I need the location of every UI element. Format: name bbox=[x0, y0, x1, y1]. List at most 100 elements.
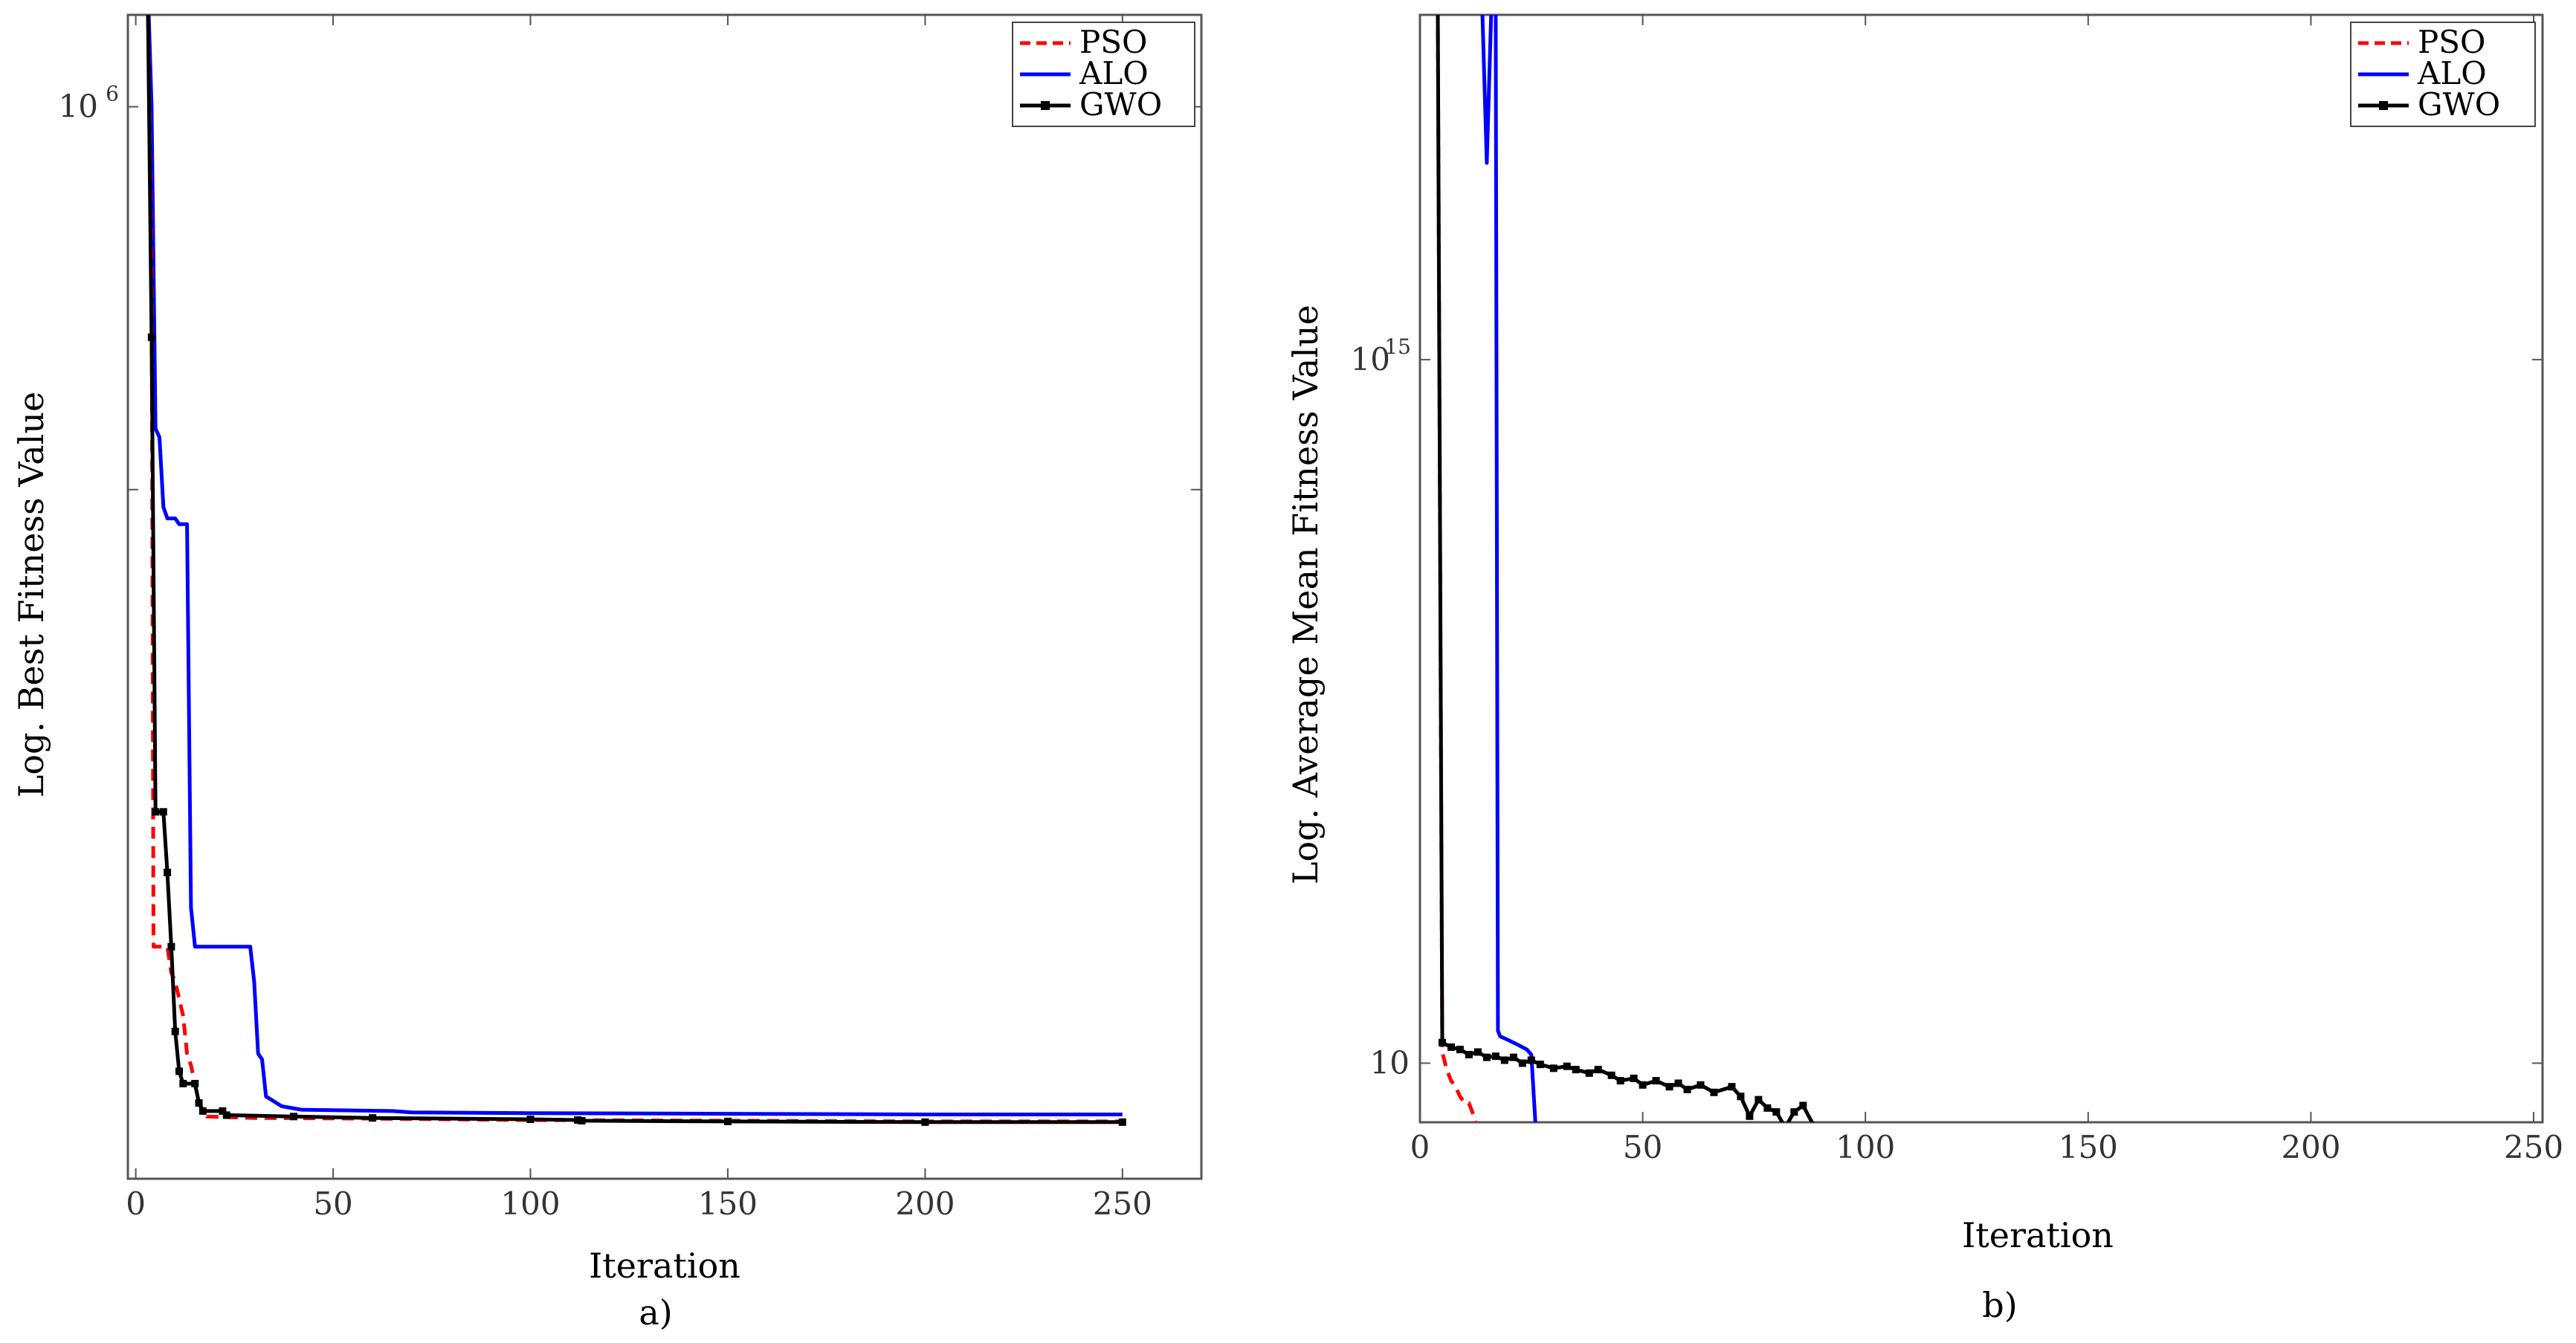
panel-a-series-gwo-marker bbox=[526, 1116, 535, 1124]
panel-a-series-gwo-marker bbox=[219, 1107, 227, 1115]
panel-b-legend: PSO ALO GWO bbox=[2350, 22, 2536, 127]
panel-b-caption: b) bbox=[1982, 1285, 2017, 1325]
panel-a-series-gwo-marker bbox=[369, 1114, 377, 1122]
panel-b-y-axis-label: Log. Average Mean Fitness Value bbox=[1285, 305, 1326, 884]
panel-b-series-gwo-marker bbox=[1482, 1053, 1491, 1061]
panel-a-series-gwo-marker bbox=[147, 333, 155, 341]
panel-b-legend-gwo-marker bbox=[2379, 101, 2388, 110]
panel-b-y-tick-label: 10 bbox=[1351, 341, 1390, 378]
panel-b-x-ticks: 0 50 100 150 200 250 bbox=[1410, 15, 2563, 1165]
panel-a-legend-gwo-marker bbox=[1041, 101, 1050, 110]
panel-a-legend-alo-label: ALO bbox=[1079, 55, 1149, 91]
panel-b-series-alo-line bbox=[1480, 15, 1537, 1122]
panel-b-series-gwo-marker bbox=[1607, 1071, 1615, 1079]
panel-b-series-gwo-marker bbox=[1536, 1061, 1544, 1069]
panel-b-x-tick-label: 0 bbox=[1410, 1129, 1430, 1165]
panel-b-series-gwo-marker bbox=[1585, 1069, 1593, 1077]
panel-a-series-gwo-marker bbox=[164, 868, 172, 876]
panel-a-y-ticks: 10 6 bbox=[59, 82, 1201, 491]
panel-b-series-gwo-marker bbox=[1630, 1074, 1638, 1082]
panel-b-series-gwo-marker bbox=[1665, 1083, 1673, 1091]
panel-b-series-gwo-marker bbox=[1549, 1064, 1557, 1072]
panel-a-x-tick-label: 250 bbox=[1093, 1185, 1152, 1222]
panel-b-series-gwo-marker bbox=[1763, 1104, 1772, 1112]
panel-b-x-tick-label: 250 bbox=[2504, 1129, 2563, 1165]
panel-a-series-gwo-marker bbox=[574, 1116, 582, 1124]
panel-b-series-gwo-marker bbox=[1737, 1093, 1745, 1101]
panel-a-legend-gwo-label: GWO bbox=[1079, 86, 1162, 123]
panel-b-series-gwo-marker bbox=[1652, 1077, 1660, 1085]
panel-b-series-gwo-marker bbox=[1527, 1056, 1535, 1064]
panel-b-x-tick-label: 150 bbox=[2059, 1129, 2118, 1165]
panel-a-series-gwo-marker bbox=[179, 1079, 187, 1087]
panel-a-series-gwo-marker bbox=[289, 1113, 297, 1121]
panel-a-series-gwo-marker bbox=[191, 1079, 199, 1087]
panel-b-series-gwo-marker bbox=[1447, 1043, 1455, 1051]
panel-a-series-gwo-marker bbox=[1118, 1118, 1126, 1126]
panel-b-series-gwo-marker bbox=[1639, 1081, 1647, 1089]
panel-a-legend-pso-label: PSO bbox=[1079, 24, 1147, 60]
panel-b-series-gwo-marker bbox=[1563, 1062, 1571, 1070]
panel-a-x-tick-label: 200 bbox=[895, 1185, 955, 1222]
panel-a-x-axis-label: Iteration bbox=[589, 1246, 740, 1286]
panel-a-caption: a) bbox=[639, 1292, 672, 1333]
panel-a-x-tick-label: 100 bbox=[500, 1185, 560, 1222]
panel-b-x-tick-label: 200 bbox=[2281, 1129, 2340, 1165]
panel-b-series-gwo-marker bbox=[1616, 1077, 1624, 1085]
panel-a-series-gwo-marker bbox=[723, 1117, 732, 1125]
panel-a-y-tick-exponent: 6 bbox=[106, 82, 119, 106]
panel-a-legend: PSO ALO GWO bbox=[1012, 22, 1195, 127]
panel-a-series-alo-line bbox=[146, 15, 1123, 1116]
panel-a-series-gwo-marker bbox=[152, 808, 160, 816]
panel-b-series-gwo-marker bbox=[1674, 1079, 1682, 1087]
panel-a-series-gwo-marker bbox=[171, 1027, 179, 1035]
panel-a-series-gwo-marker bbox=[195, 1099, 203, 1107]
panel-b-legend-gwo-label: GWO bbox=[2418, 86, 2500, 123]
panel-b-y-tick-exponent: 15 bbox=[1384, 334, 1411, 359]
panel-a-series-gwo-marker bbox=[159, 808, 167, 816]
panel-b-series-gwo-marker bbox=[1491, 1052, 1500, 1061]
panel-b-series-gwo-marker bbox=[1683, 1085, 1691, 1093]
panel-a-y-tick-label: 10 bbox=[59, 88, 98, 125]
panel-a-series-gwo-marker bbox=[921, 1118, 929, 1126]
panel-b-series-gwo-marker bbox=[1438, 1038, 1446, 1046]
panel-b-series-group bbox=[1436, 15, 1815, 1122]
panel-b-x-axis-label: Iteration bbox=[1962, 1215, 2114, 1255]
panel-a-series-gwo-marker bbox=[167, 942, 175, 951]
panel-a-x-tick-label: 150 bbox=[698, 1185, 758, 1222]
panel-b-series-gwo-marker bbox=[1518, 1059, 1526, 1067]
panel-a-plot-frame bbox=[126, 13, 1203, 1180]
panel-b-legend-pso-label: PSO bbox=[2418, 24, 2485, 60]
panel-b-plot-frame bbox=[1418, 13, 2544, 1124]
panel-b-x-tick-label: 100 bbox=[1836, 1129, 1895, 1165]
panel-b-legend-alo-label: ALO bbox=[2417, 55, 2487, 91]
panel-b-series-gwo-marker bbox=[1755, 1096, 1763, 1104]
panel-b-x-tick-label: 50 bbox=[1623, 1129, 1662, 1165]
panel-a: 0 50 100 150 200 250 10 6 Iteration Log. Best … bbox=[11, 13, 1203, 1333]
panel-b-series-gwo-marker bbox=[1799, 1101, 1807, 1110]
panel-a-series-gwo-marker bbox=[175, 1067, 184, 1075]
panel-a-x-ticks: 0 50 100 150 200 250 bbox=[126, 15, 1152, 1222]
panel-a-x-tick-label: 0 bbox=[126, 1185, 146, 1222]
panel-a-series-gwo-marker bbox=[222, 1111, 230, 1119]
panel-a-series-gwo-marker bbox=[578, 1116, 586, 1124]
panel-b-series-gwo-marker bbox=[1572, 1066, 1580, 1074]
panel-b-series-gwo-marker bbox=[1465, 1050, 1473, 1058]
panel-b-series-gwo-marker bbox=[1790, 1108, 1798, 1116]
panel-b-series-gwo-marker bbox=[1710, 1088, 1718, 1096]
panel-b-series-gwo-marker bbox=[1772, 1108, 1781, 1116]
panel-b-series-gwo-marker bbox=[1728, 1083, 1736, 1091]
panel-a-series-gwo-marker bbox=[198, 1107, 207, 1115]
panel-b-series-gwo-marker bbox=[1473, 1048, 1482, 1056]
panel-b-series-gwo-marker bbox=[1500, 1056, 1508, 1064]
panel-b-series-gwo-marker bbox=[1509, 1053, 1517, 1061]
panel-b-series-gwo-marker bbox=[1746, 1112, 1754, 1120]
panel-b-y-tick-label: 10 bbox=[1370, 1044, 1410, 1081]
panel-a-x-tick-label: 50 bbox=[313, 1185, 352, 1222]
panel-b-series-gwo-marker bbox=[1697, 1081, 1705, 1089]
panel-a-y-axis-label: Log. Best Fitness Value bbox=[11, 392, 51, 797]
panel-b-series-gwo-marker bbox=[1594, 1066, 1602, 1074]
